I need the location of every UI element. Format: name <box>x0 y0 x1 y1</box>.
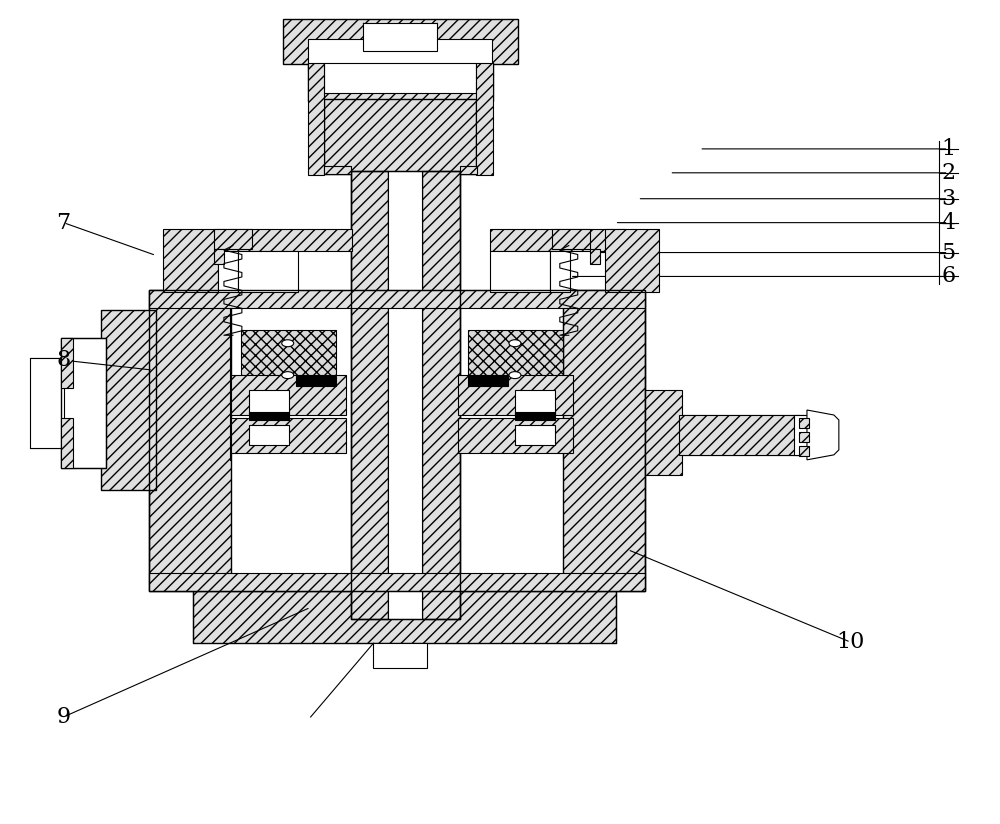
Text: 5: 5 <box>941 241 956 264</box>
Bar <box>605 228 659 293</box>
Bar <box>324 63 476 93</box>
Bar <box>458 375 573 415</box>
Bar <box>458 418 573 453</box>
Bar <box>308 63 324 175</box>
Bar <box>218 228 352 250</box>
Text: 6: 6 <box>941 265 956 288</box>
Bar <box>101 311 156 489</box>
Bar <box>308 63 493 101</box>
Bar <box>563 290 645 592</box>
Bar <box>214 249 224 265</box>
Bar <box>799 446 809 456</box>
Bar <box>799 432 809 442</box>
Bar <box>30 358 64 448</box>
Bar <box>308 40 492 71</box>
Bar <box>373 644 427 668</box>
Text: 8: 8 <box>56 349 71 371</box>
Ellipse shape <box>509 372 521 378</box>
Bar <box>515 412 555 420</box>
Bar <box>363 23 437 51</box>
Text: 4: 4 <box>941 212 956 234</box>
Bar <box>550 250 570 293</box>
Bar <box>388 171 422 620</box>
Ellipse shape <box>509 339 521 347</box>
Bar <box>149 290 231 592</box>
Bar <box>283 19 518 64</box>
Bar <box>238 250 298 293</box>
Bar <box>422 171 460 620</box>
Ellipse shape <box>282 339 294 347</box>
Bar <box>149 290 645 592</box>
Bar <box>241 330 336 378</box>
Bar <box>163 228 218 293</box>
Bar <box>296 376 336 386</box>
Text: 10: 10 <box>837 631 865 653</box>
Bar <box>490 250 550 293</box>
Bar <box>193 592 616 644</box>
Bar <box>249 390 289 415</box>
Bar <box>460 166 477 174</box>
Bar <box>249 412 289 420</box>
Bar <box>149 574 645 592</box>
Bar <box>231 418 346 453</box>
Bar <box>61 418 73 468</box>
Polygon shape <box>807 410 839 460</box>
Bar <box>515 425 555 445</box>
Bar <box>794 415 809 455</box>
Bar <box>490 228 625 250</box>
Bar <box>149 290 645 308</box>
Bar <box>351 171 460 620</box>
Bar <box>249 425 289 445</box>
Bar <box>799 418 809 428</box>
Bar <box>552 228 590 249</box>
Text: 3: 3 <box>941 188 956 210</box>
Bar <box>351 171 388 620</box>
Ellipse shape <box>282 372 294 378</box>
Text: 2: 2 <box>941 162 956 184</box>
Bar <box>324 166 351 174</box>
Text: 9: 9 <box>56 706 71 728</box>
Bar <box>468 376 508 386</box>
Bar <box>468 330 563 378</box>
Bar <box>590 249 600 265</box>
Bar <box>645 390 682 475</box>
Bar <box>61 338 106 468</box>
Bar <box>218 250 238 293</box>
Bar <box>214 228 252 249</box>
Bar <box>61 338 106 468</box>
Bar <box>231 375 346 415</box>
Bar <box>515 390 555 415</box>
Bar <box>476 63 493 175</box>
Text: 1: 1 <box>941 138 956 160</box>
Bar <box>61 338 73 388</box>
Bar <box>679 415 799 455</box>
Bar <box>324 99 476 174</box>
Text: 7: 7 <box>56 212 71 234</box>
